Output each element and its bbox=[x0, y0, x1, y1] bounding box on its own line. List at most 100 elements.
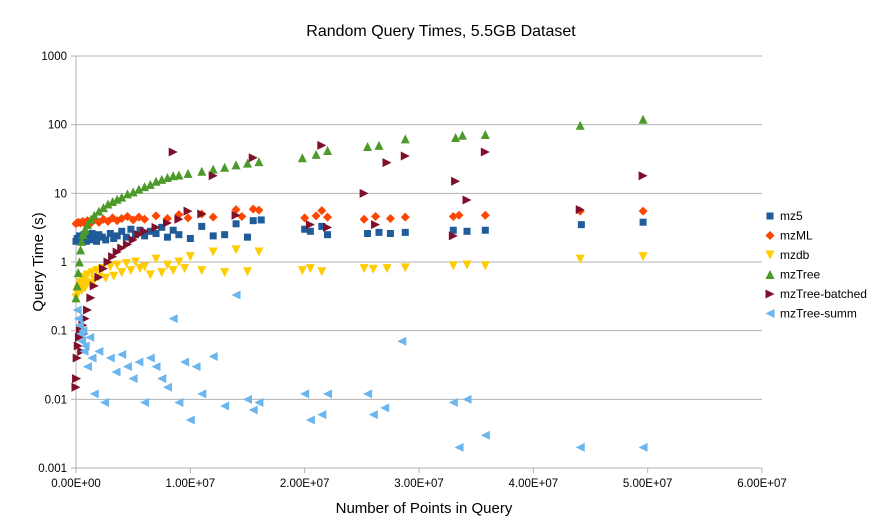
data-point bbox=[244, 233, 251, 241]
data-point bbox=[451, 176, 461, 186]
y-tick-label: 0.1 bbox=[51, 326, 67, 338]
data-point bbox=[243, 267, 252, 277]
data-point bbox=[448, 397, 458, 407]
data-point bbox=[151, 222, 161, 232]
data-point bbox=[480, 129, 490, 139]
data-point bbox=[639, 218, 647, 226]
y-tick-label: 100 bbox=[48, 120, 67, 132]
data-point bbox=[462, 260, 472, 270]
data-point bbox=[73, 268, 83, 278]
data-point bbox=[183, 213, 193, 223]
data-point bbox=[71, 382, 81, 392]
data-point bbox=[103, 257, 113, 267]
data-point bbox=[400, 134, 410, 144]
data-point bbox=[185, 415, 195, 425]
data-point bbox=[254, 397, 264, 407]
data-point bbox=[480, 261, 490, 271]
series-mz5 bbox=[72, 216, 647, 245]
data-point bbox=[112, 260, 122, 270]
data-point bbox=[82, 362, 92, 372]
data-point bbox=[174, 214, 184, 224]
data-point bbox=[324, 231, 332, 239]
data-point bbox=[400, 212, 410, 222]
data-point bbox=[168, 314, 178, 324]
data-point bbox=[175, 231, 183, 239]
data-point bbox=[117, 192, 127, 202]
data-point bbox=[126, 266, 136, 276]
data-point bbox=[480, 430, 490, 440]
data-point bbox=[117, 349, 127, 359]
data-point bbox=[220, 401, 230, 411]
data-point bbox=[111, 367, 121, 377]
data-point bbox=[122, 233, 130, 241]
x-tick-label: 1.00E+07 bbox=[166, 478, 216, 490]
data-point bbox=[248, 405, 258, 415]
data-point bbox=[400, 151, 410, 161]
data-point bbox=[480, 210, 490, 220]
data-point bbox=[105, 353, 115, 363]
data-point bbox=[74, 332, 84, 342]
data-point bbox=[191, 362, 201, 372]
data-point bbox=[80, 314, 90, 324]
x-tick-label: 0.00E+00 bbox=[51, 478, 101, 490]
data-point bbox=[73, 314, 83, 324]
data-point bbox=[106, 230, 114, 238]
data-point bbox=[74, 320, 84, 330]
data-point bbox=[78, 326, 88, 336]
data-point bbox=[103, 199, 113, 209]
data-point bbox=[86, 293, 96, 303]
data-point bbox=[254, 157, 264, 167]
data-point bbox=[180, 357, 190, 367]
data-point bbox=[317, 410, 327, 420]
data-point bbox=[157, 374, 167, 384]
x-tick-label: 2.00E+07 bbox=[280, 478, 330, 490]
data-point bbox=[162, 260, 172, 270]
data-point bbox=[157, 268, 167, 278]
x-tick-label: 4.00E+07 bbox=[509, 478, 559, 490]
data-point bbox=[297, 266, 307, 276]
data-point bbox=[118, 227, 126, 235]
data-point bbox=[232, 220, 240, 228]
legend-label: mzTree bbox=[780, 268, 821, 282]
data-point bbox=[85, 279, 95, 289]
data-point bbox=[454, 210, 464, 220]
y-tick-label: 1 bbox=[61, 257, 67, 269]
data-point bbox=[248, 204, 258, 214]
data-point bbox=[237, 211, 247, 221]
data-point bbox=[93, 237, 101, 245]
data-point bbox=[577, 221, 585, 229]
data-point bbox=[380, 403, 390, 413]
legend-marker bbox=[765, 270, 775, 279]
data-point bbox=[82, 305, 92, 315]
data-point bbox=[386, 230, 394, 238]
series-mztree-batched bbox=[71, 140, 648, 392]
data-point bbox=[98, 264, 108, 274]
data-point bbox=[151, 362, 161, 372]
data-point bbox=[368, 264, 378, 274]
data-point bbox=[79, 346, 89, 356]
data-point bbox=[71, 293, 81, 303]
data-point bbox=[401, 228, 409, 236]
data-point bbox=[86, 236, 94, 244]
data-point bbox=[94, 206, 104, 216]
data-point bbox=[221, 231, 229, 239]
data-point bbox=[317, 267, 327, 277]
data-point bbox=[89, 281, 99, 291]
data-point bbox=[174, 397, 184, 407]
data-point bbox=[174, 170, 184, 180]
y-tick-label: 0.001 bbox=[38, 463, 67, 475]
data-point bbox=[208, 247, 218, 257]
data-point bbox=[318, 222, 326, 230]
data-point bbox=[127, 225, 135, 233]
data-point bbox=[89, 389, 99, 399]
data-point bbox=[108, 197, 118, 207]
data-point bbox=[162, 218, 172, 228]
data-point bbox=[72, 353, 82, 363]
data-point bbox=[169, 226, 177, 234]
data-point bbox=[72, 374, 82, 384]
data-point bbox=[134, 184, 144, 194]
data-point bbox=[306, 227, 314, 235]
data-point bbox=[231, 245, 241, 255]
data-point bbox=[73, 341, 83, 351]
